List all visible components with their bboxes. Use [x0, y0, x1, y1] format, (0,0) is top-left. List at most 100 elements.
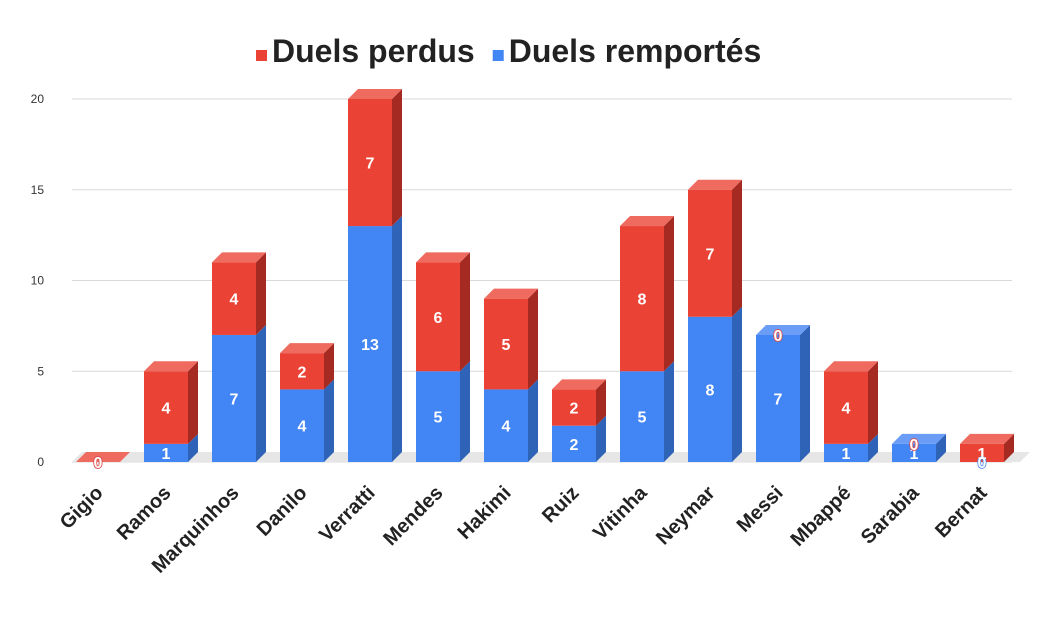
bar-front	[416, 371, 460, 462]
data-label: 8	[638, 292, 647, 309]
x-category-label: Danilo	[253, 482, 312, 541]
data-label: 2	[570, 437, 579, 454]
bar-segment-won	[280, 379, 334, 462]
bar-top	[620, 216, 674, 227]
bar-front	[144, 443, 188, 462]
bar-side	[800, 324, 810, 462]
legend-label: Duels remportés	[509, 33, 762, 69]
bar-side	[596, 379, 606, 426]
bar-top	[960, 433, 1014, 444]
bar-front	[824, 443, 868, 462]
data-label: 4	[230, 292, 239, 309]
y-tick-label: 20	[31, 92, 45, 106]
legend-swatch	[256, 50, 267, 61]
bar-segment-lost	[552, 379, 606, 426]
bar-front	[688, 316, 732, 462]
bar-front	[280, 353, 324, 390]
bar-front	[212, 334, 256, 462]
x-category-label: Messi	[733, 482, 788, 537]
x-category-label: Ruiz	[538, 482, 583, 527]
data-label: 2	[570, 401, 579, 418]
x-category-label: Bernat	[931, 482, 992, 543]
data-label: 7	[774, 391, 783, 408]
y-tick-label: 10	[31, 274, 45, 288]
data-label: 1	[842, 446, 851, 463]
data-label: 0	[978, 455, 987, 472]
bar-side	[868, 361, 878, 444]
bar-side	[392, 89, 402, 227]
bar-top	[552, 379, 606, 390]
bar-segment-won	[552, 415, 606, 462]
bar-segment-won	[756, 324, 810, 462]
bar-side	[188, 433, 198, 462]
data-label: 0	[94, 455, 103, 472]
bar-side	[188, 361, 198, 444]
bar-segment-lost	[144, 361, 198, 444]
bar-front	[416, 262, 460, 372]
data-label: 8	[706, 382, 715, 399]
data-label: 4	[502, 419, 511, 436]
bar-segment-won	[144, 433, 198, 462]
data-label: 0	[774, 328, 783, 345]
bar-side	[936, 433, 946, 462]
x-category-label: Vitinha	[589, 481, 652, 544]
x-category-label: Ramos	[113, 482, 176, 545]
bar-segment-lost	[280, 343, 334, 390]
data-label: 0	[94, 455, 103, 472]
bar-side	[732, 306, 742, 462]
bar-side	[460, 252, 470, 372]
bar-side	[256, 252, 266, 335]
bar-segment-won	[484, 379, 538, 462]
bar-front	[212, 262, 256, 335]
bar-segment-lost	[212, 252, 266, 335]
bar-front	[552, 425, 596, 462]
data-label: 1	[978, 446, 987, 463]
data-label: 1	[910, 446, 919, 463]
data-label: 1	[162, 446, 171, 463]
bar-segment-won	[892, 433, 946, 462]
data-label: 7	[230, 391, 239, 408]
legend: Duels perdus Duels remportés	[256, 33, 761, 69]
y-tick-label: 0	[37, 455, 44, 469]
x-category-label: Verratti	[315, 482, 379, 546]
bar-front	[824, 371, 868, 444]
bar-side	[256, 324, 266, 462]
bar-side	[392, 216, 402, 462]
bar-segment-lost	[348, 89, 402, 227]
bar-segment-won	[824, 433, 878, 462]
bar-side	[664, 361, 674, 462]
bar-segment-won	[212, 324, 266, 462]
bar-top	[348, 89, 402, 99]
legend-swatch	[492, 50, 504, 61]
bars	[76, 89, 1014, 462]
x-category-label: Sarabia	[857, 481, 924, 548]
bar-segment-lost	[960, 433, 1014, 462]
bar-side	[460, 361, 470, 462]
bar-top	[824, 361, 878, 372]
x-category-label: Mendes	[379, 482, 447, 550]
bar-front	[688, 189, 732, 317]
y-axis-ticks: 0 5 10 15 20	[31, 92, 45, 469]
bar-front	[552, 389, 596, 426]
data-label: 6	[434, 310, 443, 327]
bar-side	[596, 415, 606, 462]
bar-top	[756, 324, 810, 335]
bar-front	[280, 389, 324, 462]
data-label: 4	[298, 419, 307, 436]
bar-side	[1004, 433, 1014, 462]
x-category-label: Neymar	[652, 482, 720, 550]
bar-side	[732, 179, 742, 317]
bar-side	[324, 379, 334, 462]
data-label: 5	[502, 337, 511, 354]
data-label: 4	[842, 401, 851, 418]
y-tick-label: 15	[31, 183, 45, 197]
bar-segment-won	[688, 306, 742, 462]
data-label: 5	[434, 410, 443, 427]
bar-front	[620, 371, 664, 462]
bar-front	[960, 443, 1004, 462]
bar-top	[688, 179, 742, 190]
bar-segment-lost	[824, 361, 878, 444]
